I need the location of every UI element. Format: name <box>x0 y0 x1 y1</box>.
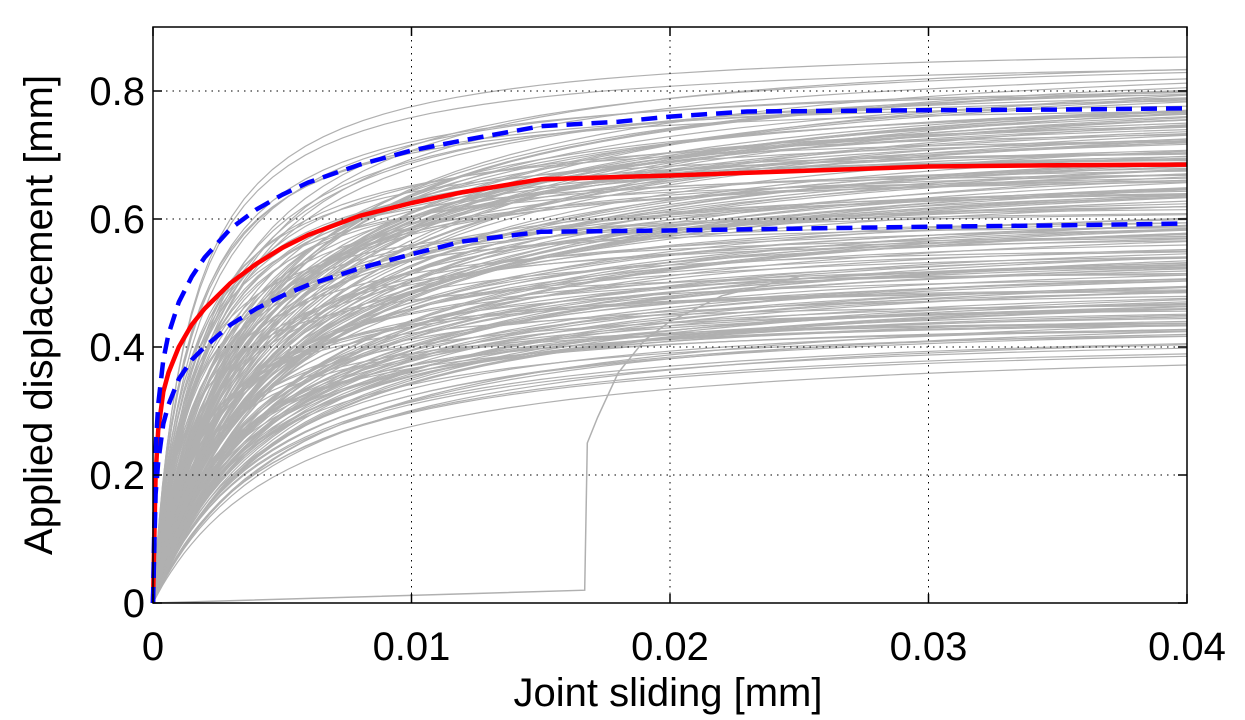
mean-curve <box>150 162 1188 604</box>
upper-bound-curve <box>150 106 1188 604</box>
sample-curve <box>152 87 1188 604</box>
sample-curve <box>152 344 1188 604</box>
sample-curves <box>152 56 1188 604</box>
sample-curve <box>152 68 1188 604</box>
y-tick-label: 0.6 <box>89 198 145 242</box>
x-tick-label: 0.01 <box>373 625 451 669</box>
sample-curve <box>152 71 1188 604</box>
sample-curve <box>152 324 1188 604</box>
sample-curve <box>152 232 1188 604</box>
lower-bound-curve <box>150 221 1188 604</box>
sample-curve <box>152 140 1188 604</box>
sample-curve <box>152 98 1188 604</box>
outlier-sample-curve <box>152 275 800 604</box>
x-axis-label: Joint sliding [mm] <box>514 671 823 715</box>
sample-curve <box>152 364 1188 604</box>
axis-ticks: 0 0.01 0.02 0.03 0.04 0 0.2 0.4 0.6 0.8 <box>89 27 1226 669</box>
y-tick-label: 0.8 <box>89 70 145 114</box>
sample-curve <box>152 94 1188 604</box>
x-tick-label: 0.03 <box>890 625 968 669</box>
sample-curve <box>152 333 1188 604</box>
sample-curve <box>152 256 1188 604</box>
y-axis-label: Applied displacement [mm] <box>17 75 61 555</box>
sample-curve <box>152 56 1188 604</box>
statistic-curves <box>150 106 1188 604</box>
sample-curve <box>152 251 1188 604</box>
sample-curve <box>152 94 1188 604</box>
sample-curve <box>152 112 1188 604</box>
sample-curve <box>152 176 1188 604</box>
sample-curve <box>152 286 1188 604</box>
x-tick-label: 0.02 <box>631 625 709 669</box>
x-tick-label: 0.04 <box>1148 625 1226 669</box>
sample-curve <box>152 290 1188 604</box>
y-tick-label: 0.4 <box>89 326 145 370</box>
y-tick-label: 0 <box>123 582 145 626</box>
sample-curve <box>152 92 1188 604</box>
sample-curve <box>152 110 1188 604</box>
y-tick-label: 0.2 <box>89 454 145 498</box>
x-tick-label: 0 <box>142 625 164 669</box>
